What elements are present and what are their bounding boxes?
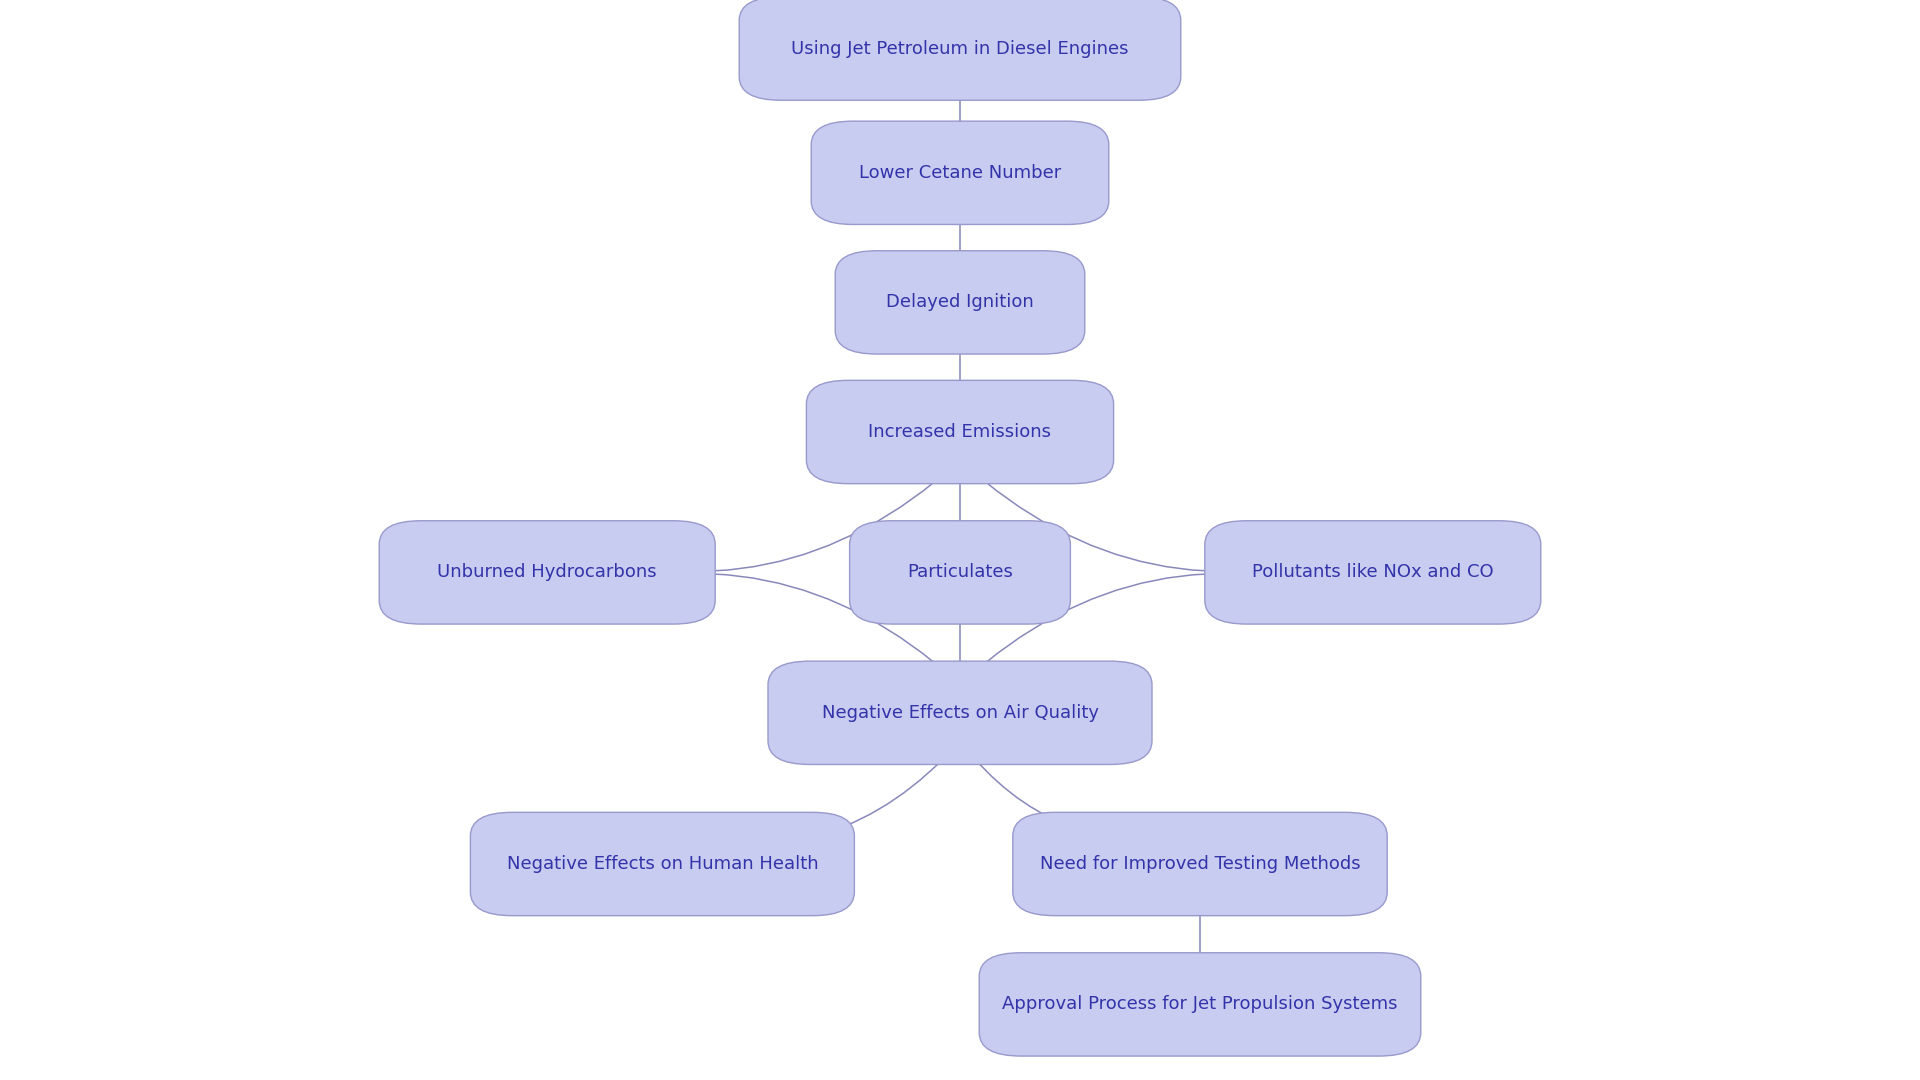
Text: Lower Cetane Number: Lower Cetane Number bbox=[858, 164, 1062, 181]
FancyBboxPatch shape bbox=[378, 521, 714, 624]
FancyArrowPatch shape bbox=[666, 743, 958, 846]
FancyBboxPatch shape bbox=[1014, 812, 1386, 916]
FancyBboxPatch shape bbox=[849, 521, 1071, 624]
FancyBboxPatch shape bbox=[470, 812, 854, 916]
FancyBboxPatch shape bbox=[835, 251, 1085, 354]
Text: Increased Emissions: Increased Emissions bbox=[868, 423, 1052, 441]
FancyBboxPatch shape bbox=[979, 953, 1421, 1056]
Text: Negative Effects on Human Health: Negative Effects on Human Health bbox=[507, 855, 818, 873]
Text: Using Jet Petroleum in Diesel Engines: Using Jet Petroleum in Diesel Engines bbox=[791, 40, 1129, 57]
Text: Unburned Hydrocarbons: Unburned Hydrocarbons bbox=[438, 564, 657, 581]
Text: Negative Effects on Air Quality: Negative Effects on Air Quality bbox=[822, 704, 1098, 721]
FancyArrowPatch shape bbox=[964, 573, 1371, 681]
FancyBboxPatch shape bbox=[739, 0, 1181, 100]
FancyBboxPatch shape bbox=[768, 661, 1152, 765]
FancyBboxPatch shape bbox=[1206, 521, 1540, 624]
FancyArrowPatch shape bbox=[551, 462, 958, 571]
FancyArrowPatch shape bbox=[962, 462, 1369, 571]
FancyBboxPatch shape bbox=[806, 380, 1114, 484]
Text: Approval Process for Jet Propulsion Systems: Approval Process for Jet Propulsion Syst… bbox=[1002, 996, 1398, 1013]
FancyArrowPatch shape bbox=[962, 743, 1196, 841]
Text: Delayed Ignition: Delayed Ignition bbox=[887, 294, 1033, 311]
Text: Need for Improved Testing Methods: Need for Improved Testing Methods bbox=[1041, 855, 1359, 873]
FancyBboxPatch shape bbox=[810, 121, 1110, 225]
FancyArrowPatch shape bbox=[549, 573, 956, 681]
Text: Pollutants like NOx and CO: Pollutants like NOx and CO bbox=[1252, 564, 1494, 581]
Text: Particulates: Particulates bbox=[906, 564, 1014, 581]
